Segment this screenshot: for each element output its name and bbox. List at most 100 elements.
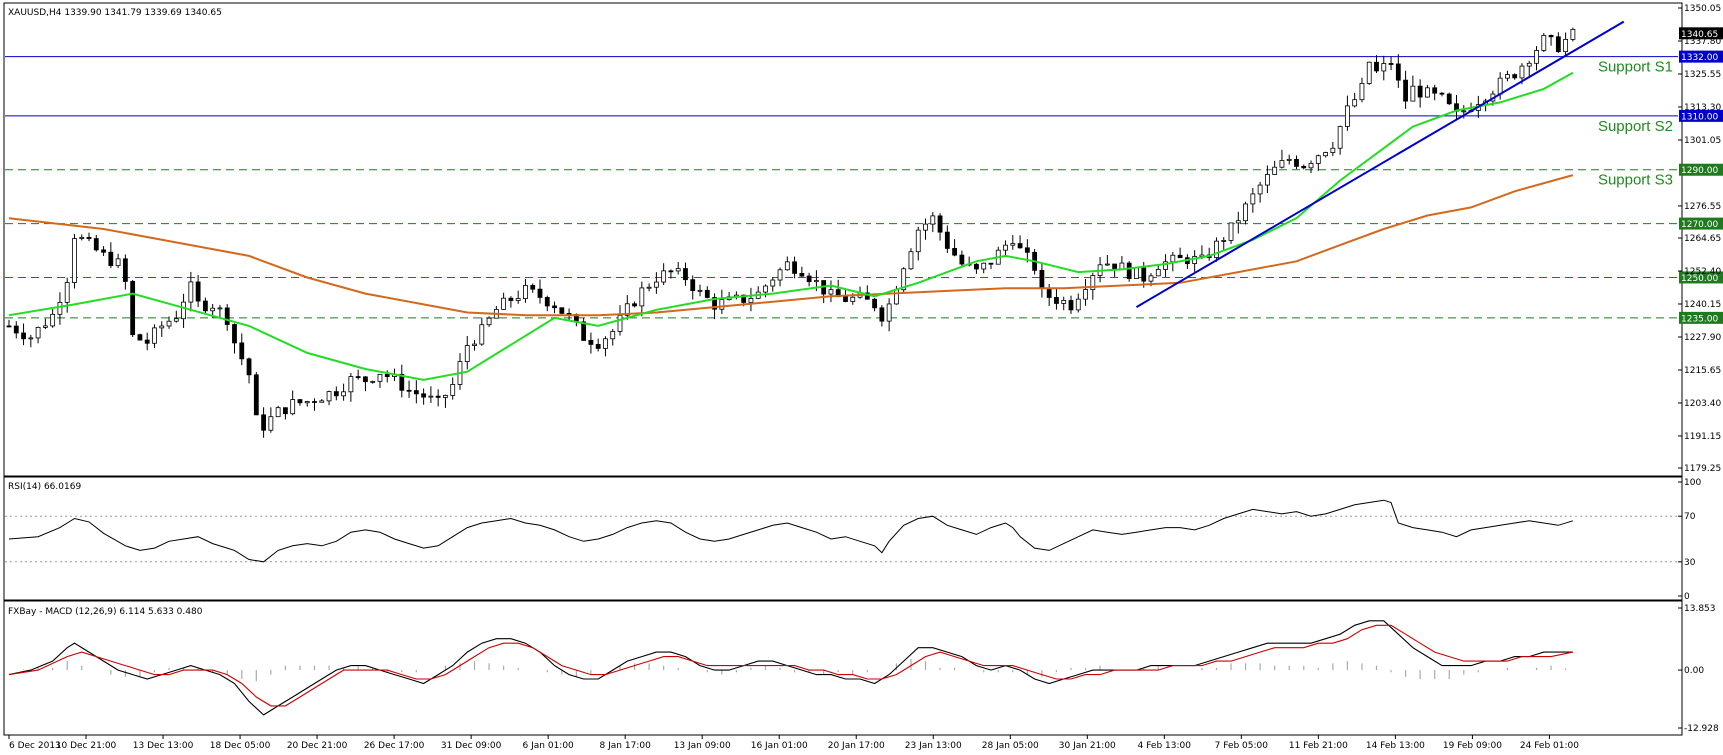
candle-body — [1345, 105, 1350, 127]
time-tick-label: 8 Jan 17:00 — [600, 741, 652, 751]
time-tick-label: 30 Jan 21:00 — [1059, 741, 1116, 751]
candle-body — [1439, 92, 1445, 95]
candle-body — [1388, 63, 1394, 65]
candle-body — [683, 268, 688, 281]
candle-body — [1395, 63, 1401, 81]
candle-body — [472, 343, 477, 346]
price-tick-label: 1313.30 — [1684, 103, 1721, 113]
candle-body — [1352, 99, 1358, 107]
candle-body — [864, 292, 870, 300]
candle-body — [1228, 222, 1234, 241]
candle-body — [1526, 62, 1532, 67]
time-tick-label: 13 Dec 13:00 — [133, 741, 194, 751]
candle-body — [923, 223, 928, 231]
candle-body — [173, 318, 179, 322]
candle-body — [741, 294, 747, 303]
rsi-tick-label: 0 — [1684, 592, 1690, 602]
rsi-panel[interactable] — [3, 476, 1683, 601]
candle-body — [275, 407, 281, 418]
candle-body — [952, 248, 958, 256]
candle-body — [64, 282, 70, 303]
candle-body — [399, 373, 405, 391]
candle-body — [617, 314, 623, 332]
candle-body — [872, 298, 877, 309]
candle-body — [1410, 85, 1416, 102]
macd-line — [8, 620, 1573, 716]
candle-body — [1003, 244, 1008, 251]
time-tick-label: 24 Feb 01:00 — [1520, 741, 1579, 751]
candle-body — [217, 307, 223, 310]
candle-body — [1541, 35, 1547, 51]
candle-body — [290, 399, 296, 415]
time-tick-label: 28 Jan 05:00 — [982, 741, 1039, 751]
candle-body — [1425, 87, 1430, 98]
candle-body — [1403, 79, 1408, 102]
candle-body — [1555, 36, 1561, 53]
candle-body — [792, 261, 797, 274]
price-tick-label: 1215.65 — [1684, 366, 1721, 376]
main-panel[interactable] — [3, 2, 1683, 477]
candle-body — [1563, 38, 1569, 53]
candle-body — [1148, 275, 1154, 282]
time-tick-label: 18 Dec 05:00 — [210, 741, 271, 751]
candle-body — [544, 297, 550, 307]
candle-body — [777, 269, 783, 281]
candle-body — [333, 391, 339, 397]
rsi-tick-label: 70 — [1684, 512, 1696, 522]
candle-body — [232, 324, 237, 344]
candle-body — [1126, 262, 1132, 279]
level-price-label: 1310.00 — [1681, 112, 1718, 122]
candle-body — [697, 289, 703, 292]
price-tick-label: 1240.15 — [1684, 300, 1721, 310]
candle-body — [1170, 254, 1176, 263]
candle-body — [530, 285, 536, 290]
level-price-tag — [1679, 311, 1723, 324]
candle-body — [122, 258, 128, 282]
time-tick-label: 14 Feb 13:00 — [1366, 741, 1425, 751]
candle-body — [464, 345, 470, 363]
candle-body — [137, 334, 143, 341]
candle-body — [1323, 152, 1328, 157]
candle-body — [1315, 155, 1321, 164]
price-tick-label: 1191.15 — [1684, 432, 1721, 442]
macd-tick-label: 0.00 — [1684, 666, 1704, 676]
level-price-label: 1250.00 — [1681, 274, 1718, 284]
level-price-tag — [1679, 271, 1723, 284]
price-tick-label: 1179.25 — [1684, 464, 1721, 474]
candle-body — [341, 391, 347, 397]
candle-body — [661, 270, 667, 283]
candle-body — [974, 263, 979, 270]
candle-body — [675, 268, 681, 272]
time-tick-label: 13 Jan 09:00 — [674, 741, 731, 751]
candle-body — [86, 237, 92, 239]
candle-body — [1286, 158, 1292, 161]
price-tick-label: 1325.55 — [1684, 70, 1721, 80]
candle-body — [283, 407, 288, 415]
candle-body — [639, 287, 645, 307]
candle-body — [181, 301, 186, 320]
candle-body — [435, 395, 441, 398]
candle-body — [501, 297, 507, 310]
price-tick-label: 1227.90 — [1684, 333, 1721, 343]
candle-body — [297, 399, 303, 404]
candle-body — [1046, 287, 1052, 298]
candle-body — [1505, 74, 1510, 79]
macd-panel[interactable] — [3, 600, 1683, 736]
candle-body — [1337, 126, 1343, 149]
candle-body — [6, 325, 12, 328]
candle-body — [421, 393, 427, 398]
support-label: Support S1 — [1598, 59, 1673, 76]
candle-body — [814, 280, 819, 283]
candle-body — [930, 215, 936, 225]
candle-body — [188, 281, 194, 303]
candle-body — [1104, 263, 1110, 266]
candle-body — [1083, 289, 1088, 300]
candle-body — [50, 313, 56, 327]
candle-body — [944, 231, 950, 249]
candle-body — [1359, 83, 1365, 101]
level-price-label: 1270.00 — [1681, 220, 1718, 230]
candle-body — [1294, 158, 1299, 167]
candle-body — [1548, 35, 1554, 38]
price-tick-label: 1264.65 — [1684, 234, 1721, 244]
